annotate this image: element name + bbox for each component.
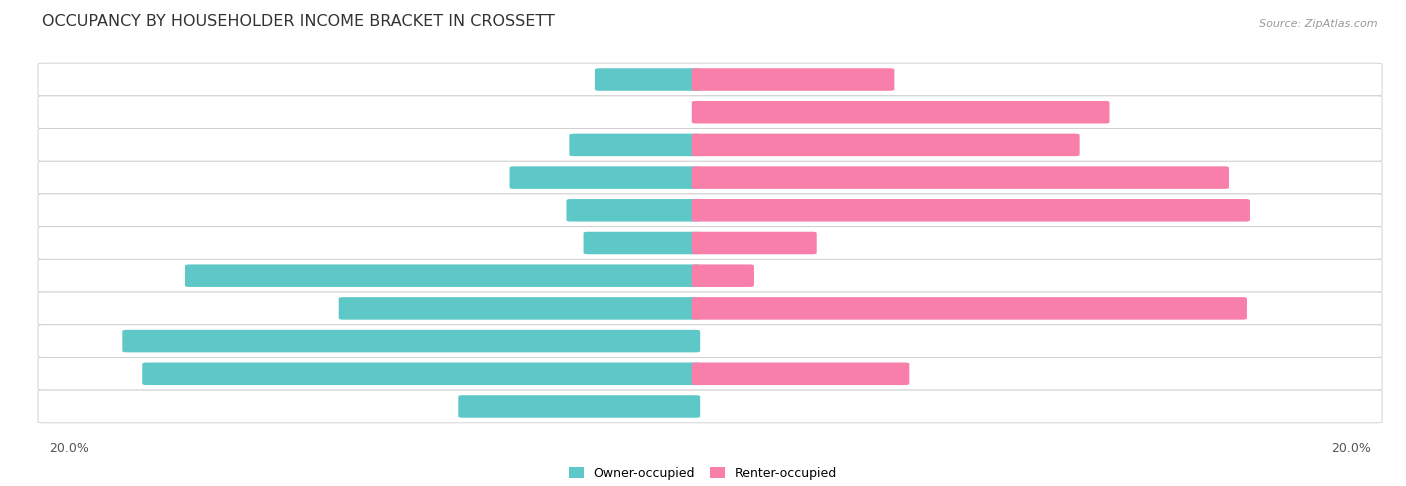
- Text: 6.5%: 6.5%: [845, 74, 876, 85]
- Text: 20.0%: 20.0%: [1331, 442, 1371, 455]
- Text: 0.0%: 0.0%: [710, 336, 738, 346]
- Text: Less than $5,000: Less than $5,000: [648, 74, 744, 85]
- Text: OCCUPANCY BY HOUSEHOLDER INCOME BRACKET IN CROSSETT: OCCUPANCY BY HOUSEHOLDER INCOME BRACKET …: [42, 14, 555, 29]
- Text: $150,000 or more: $150,000 or more: [647, 401, 745, 412]
- Text: 17.8%: 17.8%: [204, 271, 242, 281]
- Text: 7.0%: 7.0%: [860, 369, 891, 379]
- Text: $75,000 to $99,999: $75,000 to $99,999: [650, 334, 742, 347]
- Text: $25,000 to $34,999: $25,000 to $34,999: [650, 237, 742, 249]
- Text: 12.4%: 12.4%: [357, 303, 395, 313]
- Text: $5,000 to $9,999: $5,000 to $9,999: [657, 106, 735, 119]
- Text: 3.4%: 3.4%: [557, 74, 585, 85]
- Text: 4.3%: 4.3%: [531, 140, 560, 150]
- Text: Source: ZipAtlas.com: Source: ZipAtlas.com: [1260, 19, 1378, 29]
- Text: $15,000 to $19,999: $15,000 to $19,999: [650, 171, 742, 184]
- Text: $50,000 to $74,999: $50,000 to $74,999: [650, 302, 742, 315]
- Text: 18.4%: 18.4%: [1192, 205, 1232, 215]
- Text: 3.8%: 3.8%: [546, 238, 574, 248]
- Text: 13.7%: 13.7%: [1053, 107, 1091, 117]
- Text: $100,000 to $149,999: $100,000 to $149,999: [643, 367, 749, 380]
- Text: 8.2%: 8.2%: [477, 401, 508, 412]
- Legend: Owner-occupied, Renter-occupied: Owner-occupied, Renter-occupied: [568, 467, 838, 480]
- Text: 0.0%: 0.0%: [654, 107, 682, 117]
- Text: 18.3%: 18.3%: [1189, 303, 1229, 313]
- Text: 3.9%: 3.9%: [827, 238, 855, 248]
- Text: 17.7%: 17.7%: [1173, 173, 1211, 183]
- Text: 4.4%: 4.4%: [529, 205, 557, 215]
- Text: 1.8%: 1.8%: [763, 271, 792, 281]
- Text: 20.0%: 20.0%: [141, 336, 179, 346]
- Text: 12.7%: 12.7%: [1022, 140, 1062, 150]
- Text: 6.4%: 6.4%: [527, 173, 560, 183]
- Text: $10,000 to $14,999: $10,000 to $14,999: [650, 139, 742, 152]
- Text: 19.3%: 19.3%: [160, 369, 200, 379]
- Text: 0.0%: 0.0%: [710, 401, 738, 412]
- Text: 20.0%: 20.0%: [49, 442, 89, 455]
- Text: $35,000 to $49,999: $35,000 to $49,999: [650, 269, 742, 282]
- Text: $20,000 to $24,999: $20,000 to $24,999: [650, 204, 742, 217]
